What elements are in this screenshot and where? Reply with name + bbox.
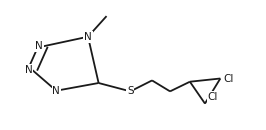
Text: N: N [52,86,60,96]
Text: S: S [127,86,134,96]
Text: N: N [25,65,32,75]
Text: Cl: Cl [208,92,218,102]
Text: N: N [35,41,43,51]
Text: N: N [84,32,92,42]
Text: Cl: Cl [223,73,233,83]
